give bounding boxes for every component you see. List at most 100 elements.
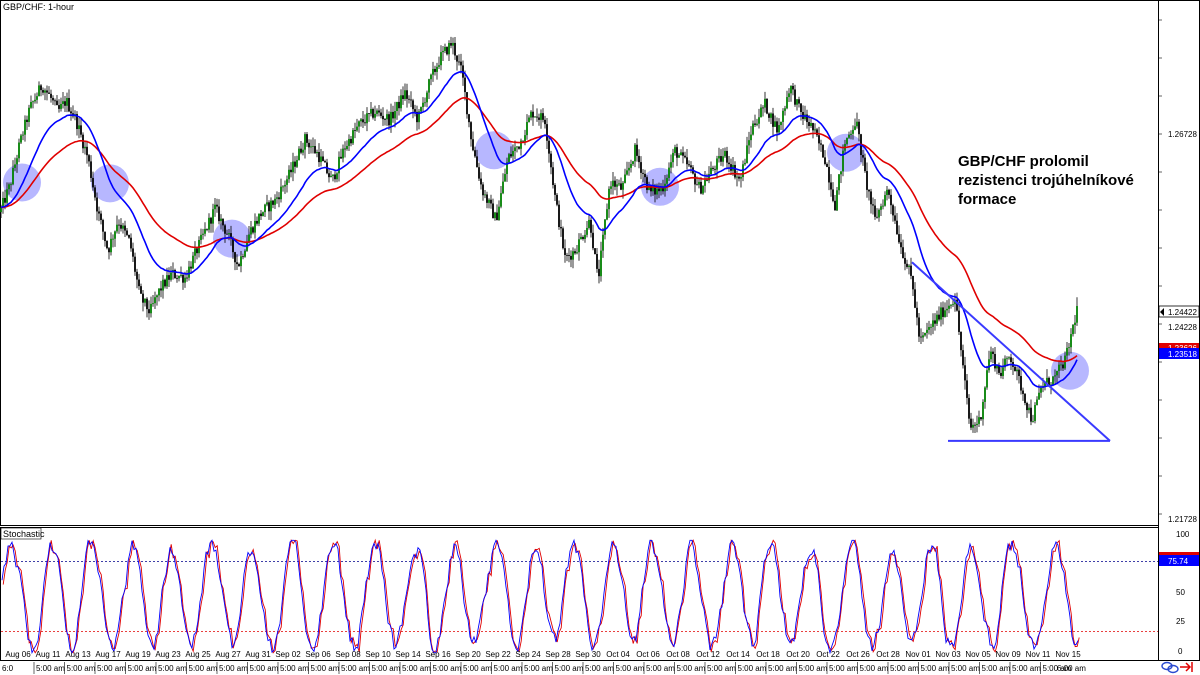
candle <box>788 88 790 102</box>
candle <box>644 169 646 184</box>
current-price-tag <box>1158 305 1200 318</box>
candle <box>110 232 112 256</box>
time-tick-label: 5:00 am <box>860 664 889 673</box>
indicator-title: Stochastic <box>3 529 45 539</box>
candle <box>990 346 992 363</box>
link-icon[interactable] <box>1161 661 1179 674</box>
candle <box>396 101 398 120</box>
candle <box>332 174 334 182</box>
candle <box>776 117 778 142</box>
candle <box>1028 403 1030 414</box>
candle <box>930 323 932 336</box>
axes: Aug 06 Aug 11 Aug 13 Aug 17 Aug 19 Aug 23 Aug … <box>2 19 1162 674</box>
candle <box>778 118 780 136</box>
date-tick-label: Sep 20 <box>455 650 481 659</box>
candle <box>12 160 14 186</box>
candle <box>522 140 524 142</box>
candle <box>754 114 756 128</box>
date-tick-label: Oct 06 <box>636 650 660 659</box>
candle <box>122 222 124 234</box>
stoch-value-tag <box>1159 555 1199 566</box>
candle <box>540 109 542 129</box>
candle <box>1066 342 1068 360</box>
candle <box>232 236 234 259</box>
candle <box>818 126 820 151</box>
date-tick-label: Sep 16 <box>425 650 451 659</box>
current-price-marker <box>1160 308 1164 316</box>
candle <box>514 140 516 160</box>
candle <box>272 199 274 209</box>
candle <box>206 228 208 232</box>
date-tick-label: Nov 15 <box>1055 650 1081 659</box>
candle <box>238 262 240 267</box>
candle <box>874 199 876 220</box>
candle <box>944 302 946 318</box>
candle <box>780 121 782 131</box>
candle <box>456 55 458 71</box>
candle <box>1058 360 1060 378</box>
candle <box>132 242 134 263</box>
candle <box>282 185 284 192</box>
candle <box>214 198 216 217</box>
candle <box>772 107 774 136</box>
candle <box>298 146 300 161</box>
candle <box>350 135 352 147</box>
candle <box>610 181 612 195</box>
candle <box>76 111 78 136</box>
candle <box>466 92 468 119</box>
candle <box>260 210 262 220</box>
candle <box>942 301 944 325</box>
candle <box>292 152 294 182</box>
candle <box>672 148 674 168</box>
candle <box>492 198 494 219</box>
candle <box>194 241 196 264</box>
candle <box>894 206 896 224</box>
candle <box>650 186 652 197</box>
candle <box>840 171 842 183</box>
date-tick-label: Aug 11 <box>36 650 61 659</box>
candle <box>400 89 402 112</box>
candle <box>660 183 662 196</box>
candle <box>46 85 48 101</box>
candle <box>700 177 702 195</box>
candle <box>966 373 968 405</box>
candle <box>998 362 1000 375</box>
candle <box>56 95 58 106</box>
candle <box>920 328 922 345</box>
candle <box>720 149 722 166</box>
date-tick-label: Oct 22 <box>816 650 840 659</box>
candle <box>62 92 64 109</box>
candle <box>868 189 870 201</box>
candle <box>414 104 416 117</box>
candle <box>600 241 602 282</box>
candle <box>960 331 962 357</box>
candle <box>444 43 446 54</box>
candle <box>460 53 462 74</box>
candle <box>886 186 888 201</box>
candle <box>274 194 276 210</box>
candle <box>528 115 530 123</box>
time-tick-label: 5:00 am <box>311 664 340 673</box>
candle <box>134 252 136 276</box>
candle <box>552 161 554 189</box>
candle <box>410 91 412 108</box>
candle <box>244 249 246 258</box>
candle <box>758 108 760 129</box>
candle <box>560 219 562 237</box>
candle <box>912 275 914 297</box>
date-tick-label: Aug 17 <box>95 650 121 659</box>
candle <box>712 165 714 172</box>
candle <box>716 155 718 179</box>
candle <box>582 235 584 241</box>
arrow-right-icon[interactable] <box>1180 662 1193 672</box>
candle <box>690 161 692 174</box>
candle <box>616 178 618 196</box>
candle <box>546 117 548 150</box>
candle <box>14 157 16 172</box>
candle <box>216 198 218 213</box>
current-price-value: 1.24422 <box>1168 308 1197 317</box>
candle <box>470 121 472 147</box>
candle <box>624 168 626 184</box>
candle <box>352 128 354 145</box>
candle <box>330 170 332 178</box>
